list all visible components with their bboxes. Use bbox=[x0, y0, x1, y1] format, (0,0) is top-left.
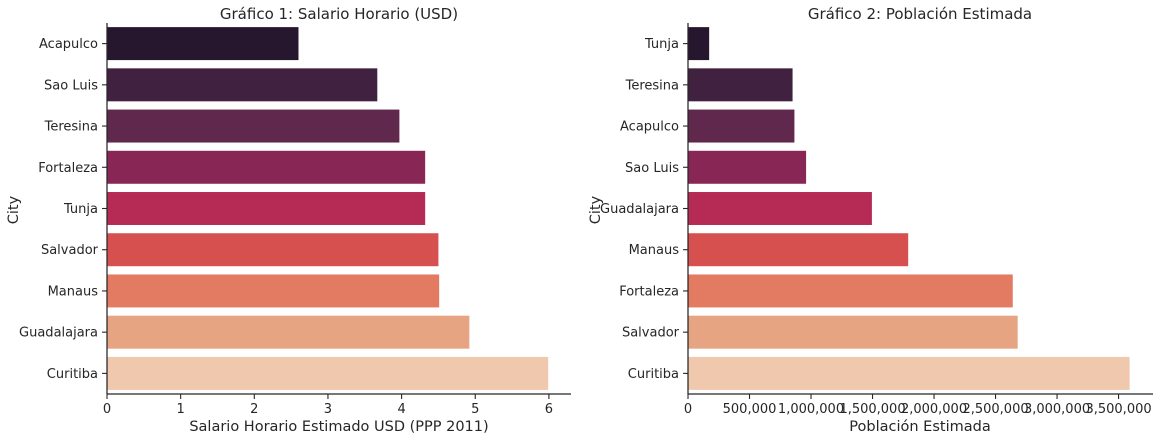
chart-2-title: Gráfico 2: Población Estimada bbox=[808, 5, 1032, 23]
chart-1-title: Gráfico 1: Salario Horario (USD) bbox=[220, 5, 458, 23]
bar-sao-luis bbox=[688, 150, 807, 184]
y-tick-label: Salvador bbox=[622, 326, 680, 341]
chart-1-bars bbox=[107, 27, 549, 390]
y-tick-label: Fortaleza bbox=[619, 284, 679, 299]
bar-manaus bbox=[688, 233, 909, 267]
bar-tunja bbox=[688, 27, 710, 61]
bar-fortaleza bbox=[688, 274, 1013, 308]
bar-fortaleza bbox=[107, 150, 426, 184]
x-tick-label: 0 bbox=[684, 402, 692, 417]
x-tick-label: 3,500,000 bbox=[1085, 402, 1151, 417]
y-tick-label: Guadalajara bbox=[19, 326, 98, 341]
chart-2-ylabel: City bbox=[588, 195, 604, 224]
y-tick-label: Curitiba bbox=[47, 367, 98, 382]
bar-tunja bbox=[107, 192, 426, 225]
x-tick-label: 500,000 bbox=[723, 402, 777, 417]
y-tick-label: Manaus bbox=[48, 284, 99, 299]
y-tick-label: Salvador bbox=[41, 243, 99, 258]
y-tick-label: Acapulco bbox=[620, 120, 679, 135]
chart-1-xlabel: Salario Horario Estimado USD (PPP 2011) bbox=[189, 419, 488, 435]
y-tick-label: Tunja bbox=[63, 202, 98, 217]
y-tick-label: Curitiba bbox=[628, 367, 679, 382]
y-tick-label: Guadalajara bbox=[600, 202, 679, 217]
bar-acapulco bbox=[688, 109, 795, 143]
chart-2-xlabel: Población Estimada bbox=[849, 419, 990, 435]
chart-2-x-ticks: 0 500,000 1,000,0001,500,0002,000,0002,500… bbox=[684, 394, 1152, 417]
y-tick-label: Tunja bbox=[644, 37, 679, 52]
bar-curitiba bbox=[688, 356, 1130, 390]
x-tick-label: 1,000,000 bbox=[778, 402, 844, 417]
bar-teresina bbox=[107, 109, 400, 143]
x-tick-label: 4 bbox=[397, 402, 405, 417]
bar-salvador bbox=[688, 315, 1018, 349]
y-tick-label: Sao Luis bbox=[44, 78, 98, 93]
chart-1: Gráfico 1: Salario Horario (USD) Salario… bbox=[6, 5, 571, 435]
bar-guadalajara bbox=[107, 315, 470, 349]
x-tick-label: 3,000,000 bbox=[1024, 402, 1090, 417]
chart-1-x-ticks: 0 1 2 3 4 5 6 bbox=[103, 394, 553, 417]
bar-acapulco bbox=[107, 27, 299, 61]
y-tick-label: Manaus bbox=[629, 243, 680, 258]
bar-manaus bbox=[107, 274, 440, 308]
chart-2: Gráfico 2: Población Estimada Población … bbox=[588, 5, 1153, 435]
y-tick-label: Teresina bbox=[625, 78, 679, 93]
bar-guadalajara bbox=[688, 192, 872, 225]
x-tick-label: 2,000,000 bbox=[901, 402, 967, 417]
x-tick-label: 2 bbox=[250, 402, 258, 417]
x-tick-label: 1,500,000 bbox=[839, 402, 905, 417]
y-tick-label: Acapulco bbox=[39, 37, 98, 52]
x-tick-label: 0 bbox=[103, 402, 111, 417]
x-tick-label: 3 bbox=[324, 402, 332, 417]
bar-sao-luis bbox=[107, 68, 378, 102]
x-tick-label: 6 bbox=[545, 402, 553, 417]
y-tick-label: Sao Luis bbox=[625, 161, 679, 176]
x-tick-label: 2,500,000 bbox=[962, 402, 1028, 417]
chart-1-y-ticks: Acapulco Sao Luis Teresina Fortaleza Tunja Sa… bbox=[19, 37, 107, 382]
chart-1-ylabel: City bbox=[6, 195, 22, 224]
bar-curitiba bbox=[107, 356, 549, 390]
bar-teresina bbox=[688, 68, 793, 102]
chart-2-bars bbox=[688, 27, 1130, 390]
bar-salvador bbox=[107, 233, 439, 267]
chart-2-y-ticks: Tunja Teresina Acapulco Sao Luis Guadalajara… bbox=[600, 37, 688, 382]
x-tick-label: 5 bbox=[471, 402, 479, 417]
x-tick-label: 1 bbox=[177, 402, 185, 417]
y-tick-label: Teresina bbox=[44, 120, 98, 135]
y-tick-label: Fortaleza bbox=[38, 161, 98, 176]
